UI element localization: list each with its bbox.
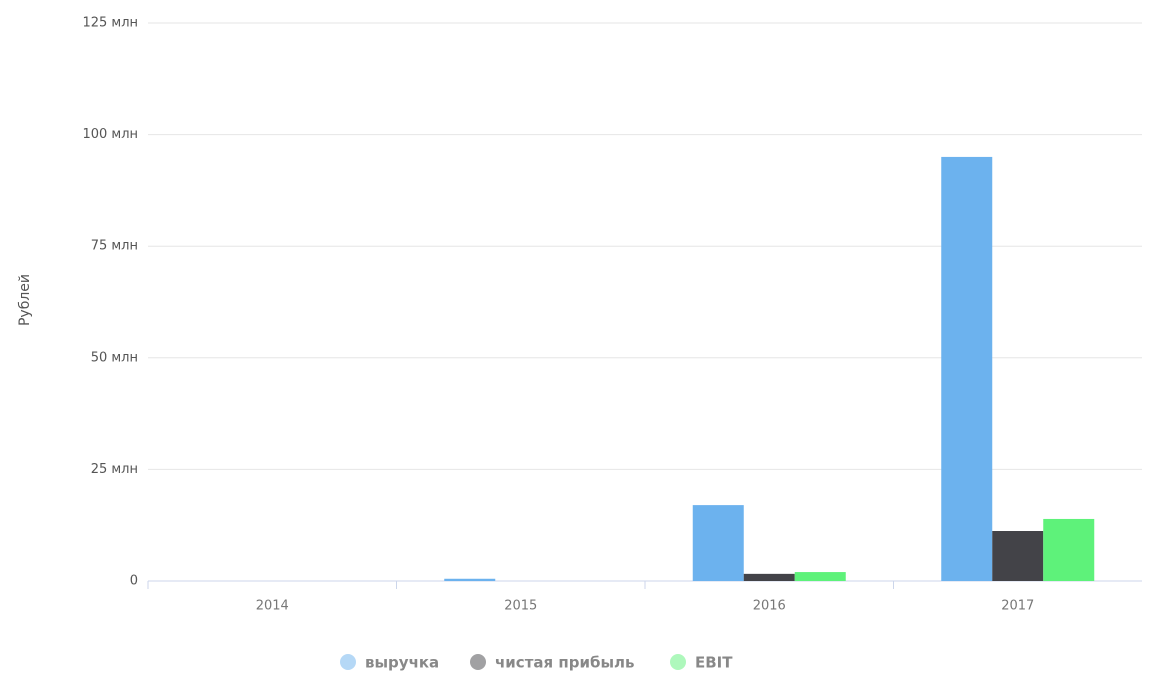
legend-label: выручка: [365, 654, 439, 672]
bar: [992, 531, 1044, 581]
x-tick-label: 2014: [256, 599, 289, 614]
bar: [941, 156, 993, 582]
bar: [743, 573, 795, 581]
legend-marker: [340, 654, 356, 670]
x-tick-label: 2017: [1001, 599, 1034, 614]
legend-marker: [470, 654, 486, 670]
legend-marker: [670, 654, 686, 670]
bar: [444, 578, 496, 581]
y-tick-label: 100 млн: [82, 127, 138, 142]
x-tick-label: 2016: [753, 599, 786, 614]
y-tick-label: 0: [130, 574, 138, 589]
y-tick-label: 125 млн: [82, 16, 138, 31]
bar: [794, 572, 846, 581]
y-tick-label: 50 млн: [91, 350, 138, 365]
legend-label: чистая прибыль: [495, 654, 635, 672]
bar: [692, 505, 744, 581]
bar: [1043, 518, 1095, 581]
legend-label: EBIT: [695, 654, 733, 672]
y-axis-title: Рублей: [17, 274, 33, 326]
y-tick-label: 75 млн: [91, 239, 138, 254]
x-tick-label: 2015: [504, 599, 537, 614]
y-tick-label: 25 млн: [91, 462, 138, 477]
